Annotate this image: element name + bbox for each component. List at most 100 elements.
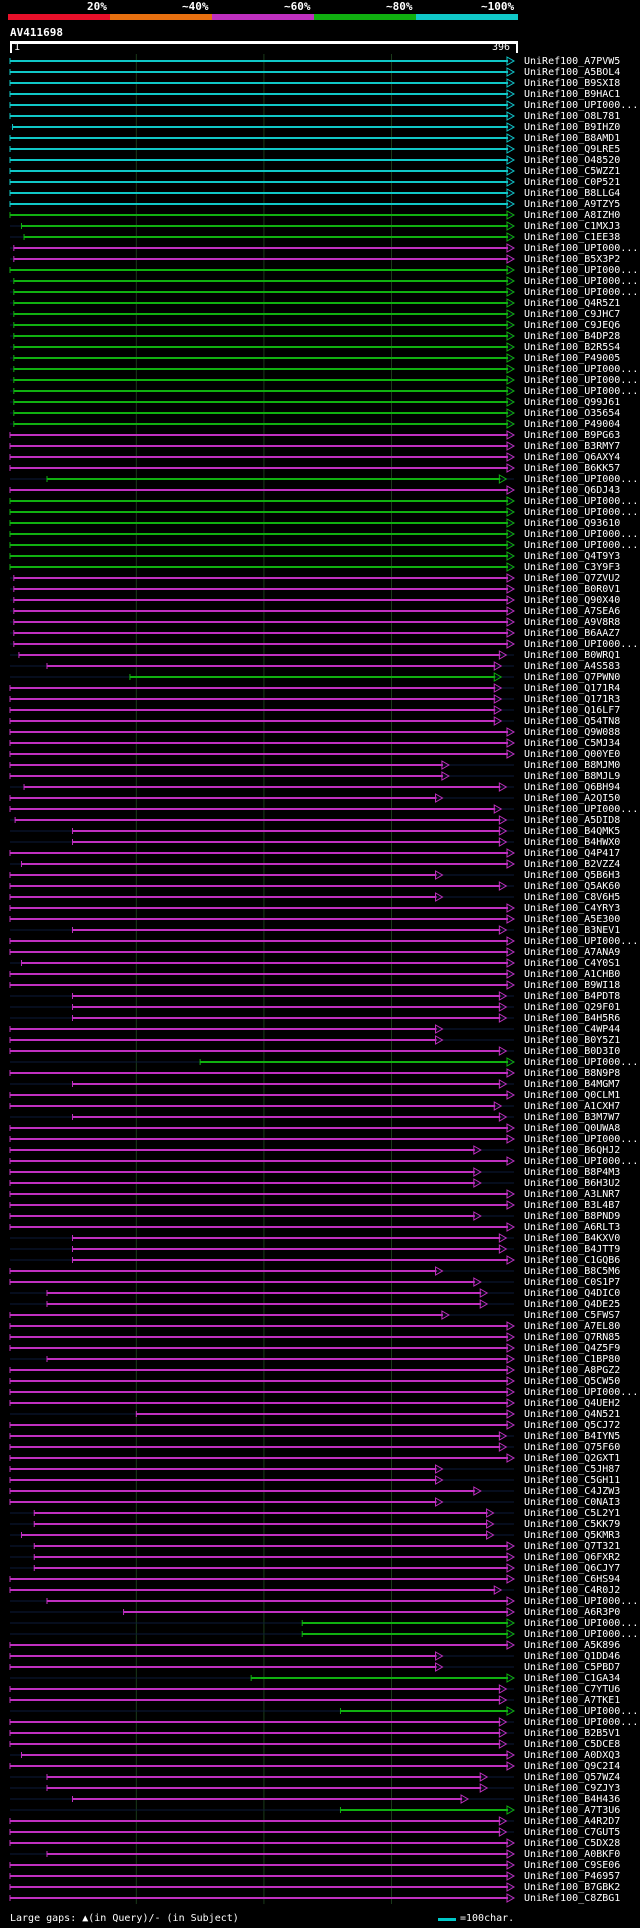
hit-label[interactable]: UniRef100_Q4DE25 bbox=[524, 1299, 621, 1310]
hit-label[interactable]: UniRef100_UPI000... bbox=[524, 1057, 639, 1068]
hit-label[interactable]: UniRef100_B9HAC1 bbox=[524, 89, 621, 100]
hit-label[interactable]: UniRef100_A4R2D7 bbox=[524, 1816, 621, 1827]
hit-label[interactable]: UniRef100_P49005 bbox=[524, 353, 621, 364]
hit-label[interactable]: UniRef100_B8MJL9 bbox=[524, 771, 621, 782]
hit-label[interactable]: UniRef100_A5BOL4 bbox=[524, 67, 621, 78]
hit-label[interactable]: UniRef100_A7PVW5 bbox=[524, 56, 621, 67]
hit-label[interactable]: UniRef100_C1MXJ3 bbox=[524, 221, 621, 232]
hit-label[interactable]: UniRef100_A2QI50 bbox=[524, 793, 621, 804]
hit-label[interactable]: UniRef100_B4QMK5 bbox=[524, 826, 621, 837]
hit-label[interactable]: UniRef100_C4WP44 bbox=[524, 1024, 621, 1035]
hit-label[interactable]: UniRef100_A8PGZ2 bbox=[524, 1365, 621, 1376]
hit-label[interactable]: UniRef100_C4Y0S1 bbox=[524, 958, 621, 969]
hit-label[interactable]: UniRef100_A4S583 bbox=[524, 661, 621, 672]
hit-label[interactable]: UniRef100_UPI000... bbox=[524, 265, 639, 276]
hit-label[interactable]: UniRef100_B8N9P8 bbox=[524, 1068, 621, 1079]
hit-label[interactable]: UniRef100_Q9C2I4 bbox=[524, 1761, 621, 1772]
hit-label[interactable]: UniRef100_Q00YE0 bbox=[524, 749, 621, 760]
hit-label[interactable]: UniRef100_Q4N521 bbox=[524, 1409, 621, 1420]
hit-label[interactable]: UniRef100_Q171R4 bbox=[524, 683, 621, 694]
hit-label[interactable]: UniRef100_Q5AK60 bbox=[524, 881, 621, 892]
hit-label[interactable]: UniRef100_Q7RN85 bbox=[524, 1332, 621, 1343]
hit-label[interactable]: UniRef100_UPI000... bbox=[524, 639, 639, 650]
hit-label[interactable]: UniRef100_B9WI18 bbox=[524, 980, 621, 991]
hit-label[interactable]: UniRef100_Q4P417 bbox=[524, 848, 621, 859]
hit-label[interactable]: UniRef100_UPI000... bbox=[524, 386, 639, 397]
hit-label[interactable]: UniRef100_B7GBK2 bbox=[524, 1882, 621, 1893]
hit-label[interactable]: UniRef100_C5WZZ1 bbox=[524, 166, 621, 177]
hit-label[interactable]: UniRef100_B4DP28 bbox=[524, 331, 621, 342]
hit-label[interactable]: UniRef100_Q0UWA8 bbox=[524, 1123, 621, 1134]
hit-label[interactable]: UniRef100_Q7PWN0 bbox=[524, 672, 621, 683]
hit-label[interactable]: UniRef100_A7SEA6 bbox=[524, 606, 621, 617]
hit-label[interactable]: UniRef100_C6HS94 bbox=[524, 1574, 621, 1585]
hit-label[interactable]: UniRef100_O48520 bbox=[524, 155, 621, 166]
hit-label[interactable]: UniRef100_O35654 bbox=[524, 408, 621, 419]
hit-label[interactable]: UniRef100_Q93610 bbox=[524, 518, 621, 529]
hit-label[interactable]: UniRef100_B8P4M3 bbox=[524, 1167, 621, 1178]
hit-label[interactable]: UniRef100_C7YTU6 bbox=[524, 1684, 621, 1695]
hit-label[interactable]: UniRef100_B4IYN5 bbox=[524, 1431, 621, 1442]
hit-label[interactable]: UniRef100_B8LLG4 bbox=[524, 188, 621, 199]
hit-label[interactable]: UniRef100_Q5CW50 bbox=[524, 1376, 621, 1387]
hit-label[interactable]: UniRef100_B6QHJ2 bbox=[524, 1145, 621, 1156]
hit-label[interactable]: UniRef100_C0S1P7 bbox=[524, 1277, 621, 1288]
hit-label[interactable]: UniRef100_UPI000... bbox=[524, 474, 639, 485]
hit-label[interactable]: UniRef100_Q6CJY7 bbox=[524, 1563, 621, 1574]
hit-label[interactable]: UniRef100_Q2GXT1 bbox=[524, 1453, 621, 1464]
hit-label[interactable]: UniRef100_UPI000... bbox=[524, 375, 639, 386]
hit-label[interactable]: UniRef100_Q4DIC0 bbox=[524, 1288, 621, 1299]
hit-label[interactable]: UniRef100_B8C5M6 bbox=[524, 1266, 621, 1277]
hit-label[interactable]: UniRef100_UPI000... bbox=[524, 1134, 639, 1145]
hit-label[interactable]: UniRef100_C5FWS7 bbox=[524, 1310, 621, 1321]
hit-label[interactable]: UniRef100_Q0CLM1 bbox=[524, 1090, 621, 1101]
hit-label[interactable]: UniRef100_B4MGM7 bbox=[524, 1079, 621, 1090]
hit-label[interactable]: UniRef100_A7T3U6 bbox=[524, 1805, 621, 1816]
hit-label[interactable]: UniRef100_B6H3U2 bbox=[524, 1178, 621, 1189]
hit-label[interactable]: UniRef100_Q4UEH2 bbox=[524, 1398, 621, 1409]
hit-label[interactable]: UniRef100_UPI000... bbox=[524, 100, 639, 111]
hit-label[interactable]: UniRef100_C9SE06 bbox=[524, 1860, 621, 1871]
hit-label[interactable]: UniRef100_UPI000... bbox=[524, 1596, 639, 1607]
hit-label[interactable]: UniRef100_A5DID8 bbox=[524, 815, 621, 826]
hit-label[interactable]: UniRef100_B3RMY7 bbox=[524, 441, 621, 452]
hit-label[interactable]: UniRef100_C5JH87 bbox=[524, 1464, 621, 1475]
hit-label[interactable]: UniRef100_C4YRY3 bbox=[524, 903, 621, 914]
hit-label[interactable]: UniRef100_A1CHB0 bbox=[524, 969, 621, 980]
hit-label[interactable]: UniRef100_C8ZBG1 bbox=[524, 1893, 621, 1904]
hit-label[interactable]: UniRef100_B3M7W7 bbox=[524, 1112, 621, 1123]
hit-label[interactable]: UniRef100_C1BP80 bbox=[524, 1354, 621, 1365]
hit-label[interactable]: UniRef100_B6AAZ7 bbox=[524, 628, 621, 639]
hit-label[interactable]: UniRef100_B0D3I0 bbox=[524, 1046, 621, 1057]
hit-label[interactable]: UniRef100_B2R5S4 bbox=[524, 342, 621, 353]
hit-label[interactable]: UniRef100_B3L4B7 bbox=[524, 1200, 621, 1211]
hit-label[interactable]: UniRef100_Q6FXR2 bbox=[524, 1552, 621, 1563]
hit-label[interactable]: UniRef100_C4R0J2 bbox=[524, 1585, 621, 1596]
hit-label[interactable]: UniRef100_UPI000... bbox=[524, 1387, 639, 1398]
hit-label[interactable]: UniRef100_C5L2Y1 bbox=[524, 1508, 621, 1519]
hit-label[interactable]: UniRef100_C3Y9F3 bbox=[524, 562, 621, 573]
hit-label[interactable]: UniRef100_B8PND9 bbox=[524, 1211, 621, 1222]
hit-label[interactable]: UniRef100_A3LNR7 bbox=[524, 1189, 621, 1200]
hit-label[interactable]: UniRef100_UPI000... bbox=[524, 243, 639, 254]
hit-label[interactable]: UniRef100_B2B5V1 bbox=[524, 1728, 621, 1739]
hit-label[interactable]: UniRef100_A9V8R8 bbox=[524, 617, 621, 628]
hit-label[interactable]: UniRef100_A7ANA9 bbox=[524, 947, 621, 958]
hit-label[interactable]: UniRef100_C9ZJY3 bbox=[524, 1783, 621, 1794]
hit-label[interactable]: UniRef100_Q6DJ43 bbox=[524, 485, 621, 496]
hit-label[interactable]: UniRef100_UPI000... bbox=[524, 1706, 639, 1717]
hit-label[interactable]: UniRef100_C1GA34 bbox=[524, 1673, 621, 1684]
hit-label[interactable]: UniRef100_B9IHZ0 bbox=[524, 122, 621, 133]
hit-label[interactable]: UniRef100_Q99J61 bbox=[524, 397, 621, 408]
hit-label[interactable]: UniRef100_B5X3P2 bbox=[524, 254, 621, 265]
hit-label[interactable]: UniRef100_UPI000... bbox=[524, 540, 639, 551]
hit-label[interactable]: UniRef100_B9SXI8 bbox=[524, 78, 621, 89]
hit-label[interactable]: UniRef100_B4KXV0 bbox=[524, 1233, 621, 1244]
hit-label[interactable]: UniRef100_Q6AXY4 bbox=[524, 452, 621, 463]
hit-label[interactable]: UniRef100_B0Y5Z1 bbox=[524, 1035, 621, 1046]
hit-label[interactable]: UniRef100_Q16LF7 bbox=[524, 705, 621, 716]
hit-label[interactable]: UniRef100_B8MJM0 bbox=[524, 760, 621, 771]
hit-label[interactable]: UniRef100_Q5CJ72 bbox=[524, 1420, 621, 1431]
hit-label[interactable]: UniRef100_UPI000... bbox=[524, 496, 639, 507]
hit-label[interactable]: UniRef100_C5MJ34 bbox=[524, 738, 621, 749]
